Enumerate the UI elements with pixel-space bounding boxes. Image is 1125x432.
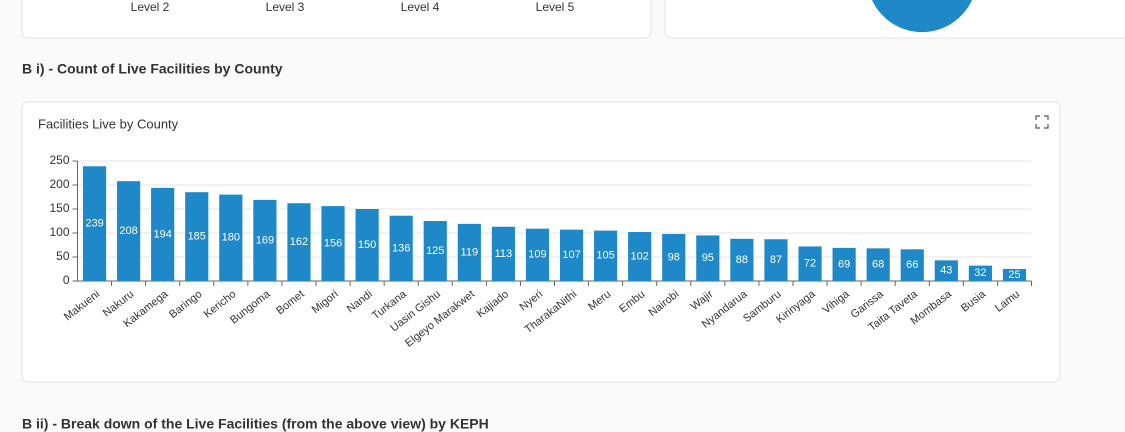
bar <box>798 246 822 281</box>
y-tick-label: 150 <box>49 201 69 215</box>
bar <box>82 166 107 281</box>
pie-fragment <box>872 0 972 33</box>
y-tick-label: 200 <box>49 177 69 191</box>
data-label: 169 <box>256 234 274 246</box>
level-label: Level 2 <box>131 0 170 14</box>
level-label: Level 5 <box>536 0 575 14</box>
bar <box>866 248 890 281</box>
bar <box>253 199 277 281</box>
data-label: 43 <box>940 265 952 277</box>
bar <box>321 206 345 281</box>
level-label: Level 3 <box>266 0 305 14</box>
data-label: 119 <box>461 246 479 258</box>
bar <box>730 238 754 281</box>
bar <box>662 233 686 281</box>
bar <box>525 228 550 281</box>
data-label: 105 <box>596 250 614 262</box>
data-label: 107 <box>562 249 580 261</box>
bar <box>287 203 311 281</box>
bar <box>764 239 788 281</box>
bar <box>389 215 413 281</box>
data-label: 87 <box>770 254 782 266</box>
data-label: 95 <box>702 252 714 264</box>
bar <box>219 194 243 281</box>
data-label: 102 <box>630 250 648 262</box>
bar <box>696 235 720 281</box>
bar <box>457 223 481 281</box>
data-label: 113 <box>495 248 513 260</box>
data-label: 109 <box>528 249 546 261</box>
y-tick-label: 50 <box>56 249 70 263</box>
y-tick-label: 0 <box>63 273 70 287</box>
bar <box>934 260 958 281</box>
data-label: 185 <box>188 231 206 243</box>
bar <box>559 229 584 281</box>
bar <box>423 221 447 281</box>
section-title: B ii) - Break down of the Live Facilitie… <box>22 416 489 432</box>
data-label: 156 <box>324 237 342 249</box>
data-label: 32 <box>974 267 986 279</box>
chart-title: Facilities Live by County <box>38 116 179 131</box>
bar <box>355 209 379 281</box>
bar <box>151 187 175 281</box>
data-label: 162 <box>290 236 308 248</box>
data-label: 208 <box>119 225 137 237</box>
bar <box>117 181 141 281</box>
level-label: Level 4 <box>401 0 440 14</box>
data-label: 68 <box>872 259 884 271</box>
bar <box>185 192 209 281</box>
data-label: 194 <box>153 228 171 240</box>
data-label: 239 <box>85 218 103 230</box>
bar <box>832 247 856 281</box>
data-label: 136 <box>392 242 410 254</box>
expand-icon[interactable] <box>1035 115 1049 129</box>
section-title: B i) - Count of Live Facilities by Count… <box>22 61 283 77</box>
bar <box>491 226 515 281</box>
data-label: 88 <box>736 254 748 266</box>
data-label: 180 <box>222 232 240 244</box>
data-label: 72 <box>804 258 816 270</box>
data-label: 150 <box>358 239 376 251</box>
bar <box>628 232 652 281</box>
data-label: 98 <box>668 251 680 263</box>
level-card <box>21 0 652 39</box>
data-label: 25 <box>1008 269 1020 281</box>
bar <box>900 249 924 281</box>
y-tick-label: 250 <box>49 153 69 167</box>
y-tick-label: 100 <box>49 225 69 239</box>
bar <box>1002 269 1027 281</box>
data-label: 125 <box>426 245 444 257</box>
data-label: 66 <box>906 259 918 271</box>
bar <box>968 265 992 281</box>
bar <box>594 230 618 281</box>
data-label: 69 <box>838 258 850 270</box>
